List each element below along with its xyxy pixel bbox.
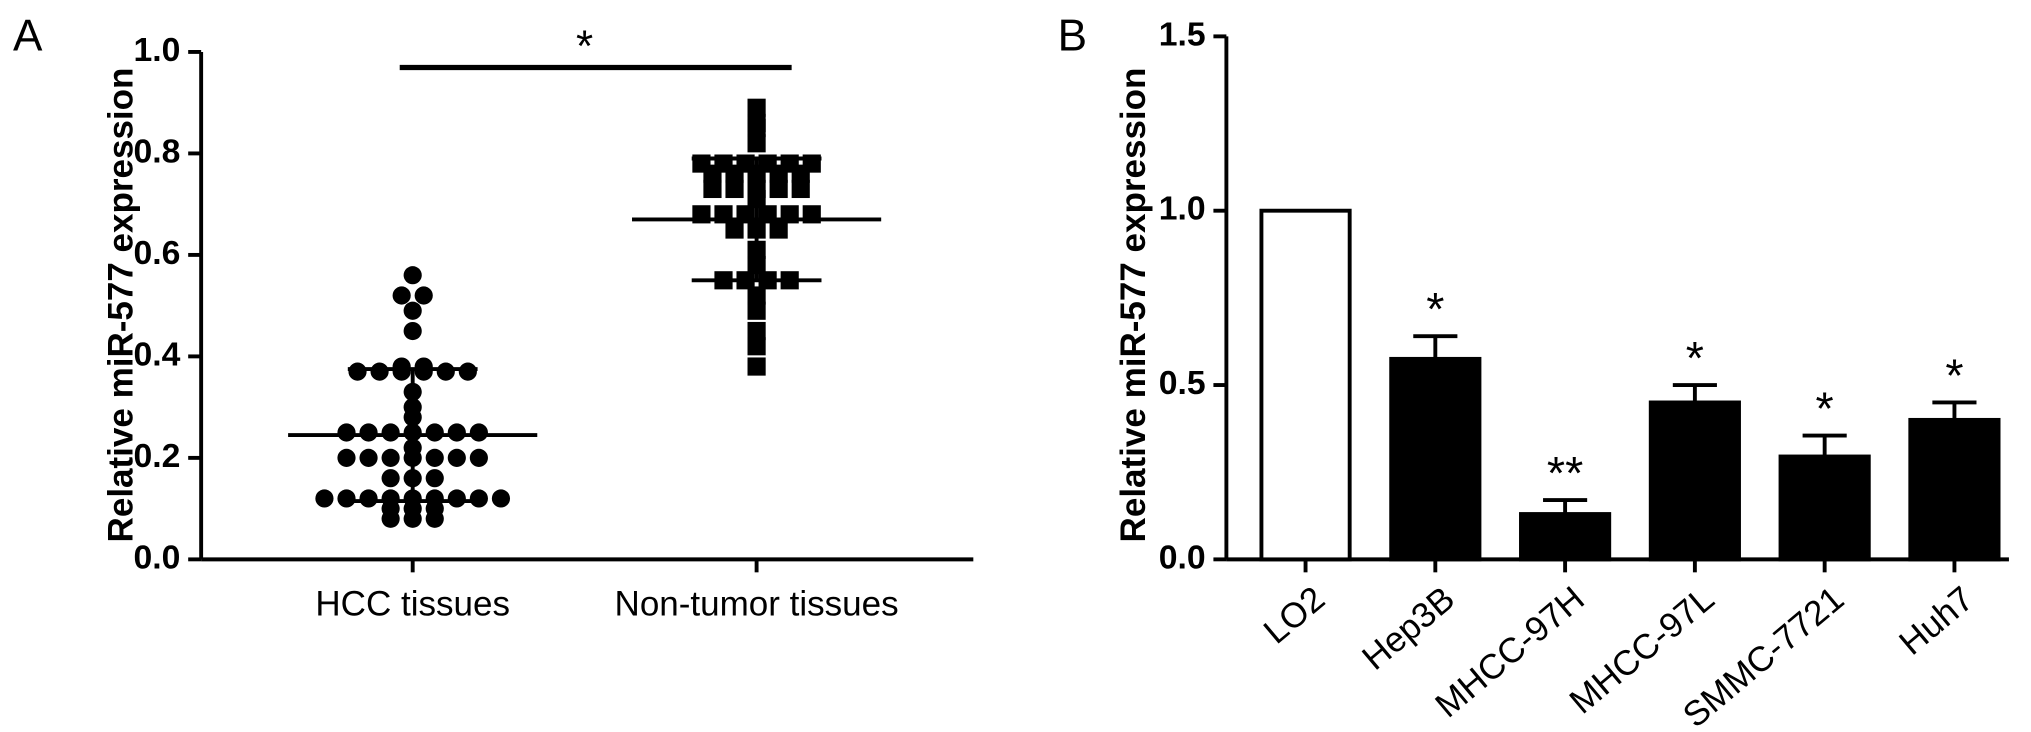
data-point	[447, 489, 466, 508]
panel-label: A	[13, 12, 43, 61]
significance-label: *	[1816, 383, 1834, 435]
data-point	[392, 362, 411, 381]
data-point	[725, 220, 744, 239]
y-tick-label: 1.5	[1159, 15, 1206, 53]
x-tick-label: LO2	[1256, 579, 1332, 651]
y-tick-label: 1.0	[133, 31, 180, 69]
significance-label: *	[1686, 332, 1704, 384]
data-point	[747, 98, 766, 117]
data-point	[725, 179, 744, 199]
y-axis-label: Relative miR-577 expression	[102, 68, 141, 543]
data-point	[747, 321, 766, 341]
bar	[1648, 400, 1741, 562]
bar	[1519, 512, 1612, 562]
x-tick-label: Huh7	[1892, 579, 1981, 663]
data-point	[769, 220, 788, 239]
y-tick-label: 0.4	[133, 335, 180, 373]
data-point	[769, 164, 788, 183]
data-point	[403, 301, 422, 320]
data-point	[469, 489, 488, 508]
data-point	[791, 179, 810, 199]
data-point	[447, 448, 466, 467]
y-tick-label: 0.8	[133, 132, 180, 170]
data-point	[703, 164, 722, 183]
y-tick-label: 0.0	[133, 538, 180, 576]
y-tick-label: 0.0	[1159, 538, 1206, 576]
data-point	[359, 489, 378, 508]
data-point	[458, 362, 477, 381]
significance-label: *	[1945, 349, 1963, 401]
x-tick-label: Non-tumor tissues	[615, 584, 899, 623]
data-point	[315, 489, 334, 508]
data-point	[370, 362, 389, 381]
data-point	[747, 286, 766, 305]
bar	[1259, 208, 1352, 562]
data-point	[414, 286, 433, 305]
bar	[1908, 417, 2001, 562]
data-point	[425, 448, 444, 467]
data-point	[337, 423, 356, 442]
data-point	[769, 179, 788, 199]
data-point	[381, 448, 400, 467]
data-point	[403, 266, 422, 285]
data-point	[491, 489, 511, 508]
data-point	[436, 362, 455, 381]
significance-label: *	[576, 22, 593, 71]
y-tick-label: 1.0	[1159, 190, 1206, 228]
data-point	[747, 301, 766, 320]
data-point	[381, 469, 400, 488]
y-tick-label: 0.6	[133, 234, 180, 272]
data-point	[425, 469, 444, 488]
data-point	[381, 509, 400, 528]
data-point	[337, 489, 356, 508]
data-point	[359, 448, 378, 467]
data-point	[447, 423, 466, 442]
data-point	[359, 423, 378, 442]
panel-label: B	[1058, 12, 1087, 61]
x-tick-label: HCC tissues	[315, 584, 510, 623]
data-point	[392, 286, 411, 305]
bar	[1389, 356, 1482, 562]
bar	[1778, 454, 1871, 562]
data-point	[747, 337, 766, 356]
x-tick-label: Hep3B	[1355, 579, 1462, 678]
y-axis-label: Relative miR-577 expression	[1114, 68, 1153, 543]
data-point	[414, 362, 433, 381]
data-point	[469, 423, 488, 442]
y-tick-label: 0.2	[133, 437, 180, 475]
data-point	[725, 164, 744, 183]
data-point	[747, 118, 766, 138]
data-point	[425, 509, 444, 528]
significance-label: **	[1547, 447, 1583, 499]
data-point	[469, 448, 488, 467]
data-point	[381, 423, 400, 442]
significance-label: *	[1426, 283, 1444, 335]
data-point	[425, 423, 444, 442]
data-point	[791, 164, 810, 183]
data-point	[337, 448, 356, 467]
data-point	[747, 357, 766, 376]
data-point	[348, 362, 367, 381]
data-point	[403, 321, 422, 341]
data-point	[403, 509, 422, 528]
data-point	[747, 134, 766, 153]
y-tick-label: 0.5	[1159, 364, 1206, 402]
data-point	[703, 179, 722, 199]
